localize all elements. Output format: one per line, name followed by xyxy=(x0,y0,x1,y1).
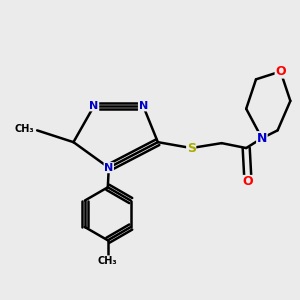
Text: N: N xyxy=(89,101,99,111)
Text: N: N xyxy=(104,163,113,173)
Text: CH₃: CH₃ xyxy=(98,256,118,266)
Text: O: O xyxy=(243,176,254,188)
Text: N: N xyxy=(257,132,267,145)
Text: O: O xyxy=(275,65,286,78)
Text: S: S xyxy=(187,142,196,154)
Text: CH₃: CH₃ xyxy=(15,124,34,134)
Text: N: N xyxy=(139,101,148,111)
